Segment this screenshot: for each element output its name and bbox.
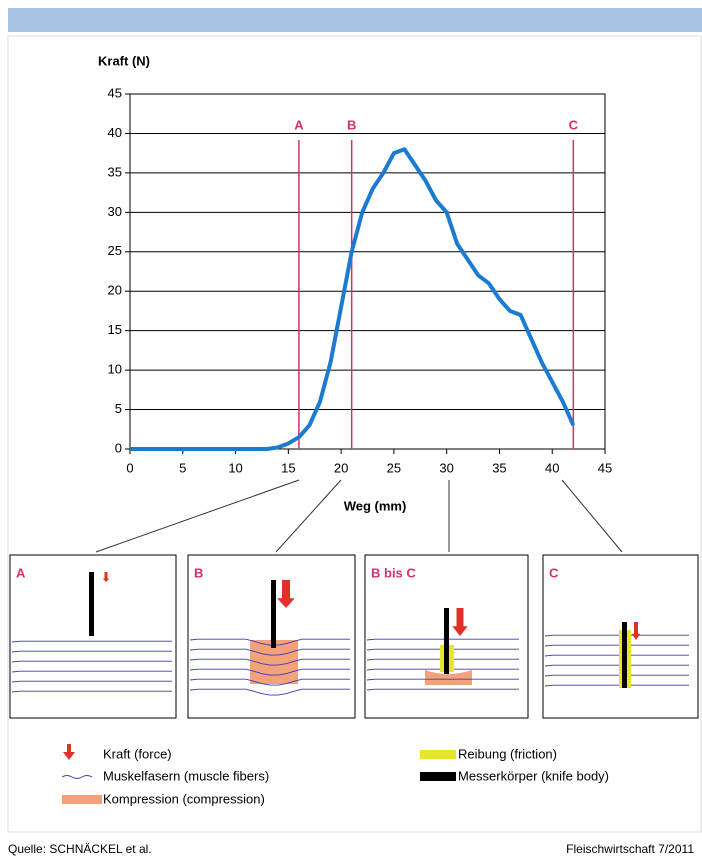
panel-box: [542, 554, 699, 719]
knife: [271, 580, 276, 648]
muscle-fiber: [11, 660, 172, 663]
y-tick-label: 45: [108, 85, 122, 100]
x-tick-label: 30: [439, 460, 453, 475]
muscle-fiber: [11, 640, 172, 643]
muscle-fiber: [366, 688, 519, 691]
force-arrow: [452, 608, 468, 636]
muscle-fiber: [544, 634, 689, 637]
muscle-fiber: [11, 670, 172, 673]
arrows: [95, 479, 623, 553]
panel-label: B: [194, 565, 203, 580]
marker-label: B: [347, 117, 356, 132]
panel-label: C: [549, 565, 559, 580]
muscle-fiber: [544, 684, 689, 687]
force-arrow: [631, 622, 641, 640]
legend-label: Kompression (compression): [103, 791, 265, 806]
y-axis-title: Kraft (N): [98, 53, 150, 68]
muscle-fiber: [189, 648, 350, 656]
x-tick-label: 25: [387, 460, 401, 475]
knife: [444, 608, 449, 674]
muscle-fiber: [11, 680, 172, 683]
legend-label: Reibung (friction): [458, 746, 557, 761]
legend-label: Muskelfasern (muscle fibers): [103, 768, 269, 783]
y-tick-label: 5: [115, 401, 122, 416]
header-bar: [8, 8, 702, 32]
compression: [425, 670, 472, 685]
panel-label: A: [16, 565, 26, 580]
footer-journal: Fleischwirtschaft 7/2011: [566, 842, 694, 856]
force-arrow: [277, 580, 295, 608]
x-axis-title: Weg (mm): [344, 498, 407, 513]
legend-icon: [61, 775, 93, 779]
y-tick-label: 10: [108, 362, 122, 377]
x-tick-label: 35: [492, 460, 506, 475]
x-tick-label: 20: [334, 460, 348, 475]
muscle-fiber: [544, 644, 689, 647]
legend-label: Messerkörper (knife body): [458, 768, 609, 783]
legend-icon: [420, 772, 456, 781]
muscle-fiber: [189, 678, 350, 686]
muscle-fiber: [189, 668, 350, 676]
x-tick-label: 40: [545, 460, 559, 475]
legend-icon: [62, 795, 102, 804]
y-tick-label: 20: [108, 283, 122, 298]
knife: [89, 572, 94, 636]
force-curve: [130, 147, 576, 451]
muscle-fiber: [544, 674, 689, 677]
muscle-fiber: [366, 638, 519, 641]
panel-box: [364, 554, 529, 719]
muscle-fiber: [189, 658, 350, 666]
panel-box: [9, 554, 177, 719]
muscle-fiber: [544, 654, 689, 657]
panel-label: B bis C: [371, 565, 416, 580]
footer-source: Quelle: SCHNÄCKEL et al.: [8, 842, 152, 856]
plot-frame: [129, 93, 606, 450]
panel-box: [187, 554, 356, 719]
x-tick-label: 5: [179, 460, 186, 475]
knife: [622, 622, 627, 688]
x-tick-label: 45: [598, 460, 612, 475]
y-tick-label: 30: [108, 204, 122, 219]
y-tick-label: 35: [108, 164, 122, 179]
legend-icon: [420, 750, 456, 759]
force-arrow: [102, 572, 110, 582]
y-tick-label: 0: [115, 440, 122, 455]
muscle-fiber: [366, 678, 519, 681]
legend-label: Kraft (force): [103, 746, 172, 761]
marker-label: C: [569, 117, 579, 132]
muscle-fiber: [544, 664, 689, 667]
x-tick-label: 0: [126, 460, 133, 475]
muscle-fiber: [189, 638, 350, 646]
legend-icon: [63, 744, 75, 760]
marker-label: A: [294, 117, 304, 132]
y-tick-label: 25: [108, 243, 122, 258]
muscle-fiber: [11, 690, 172, 693]
diagrams: [11, 572, 689, 696]
y-tick-label: 40: [108, 125, 122, 140]
x-tick-label: 15: [281, 460, 295, 475]
muscle-fiber: [11, 650, 172, 653]
x-tick-label: 10: [228, 460, 242, 475]
y-tick-label: 15: [108, 322, 122, 337]
muscle-fiber: [189, 688, 350, 696]
